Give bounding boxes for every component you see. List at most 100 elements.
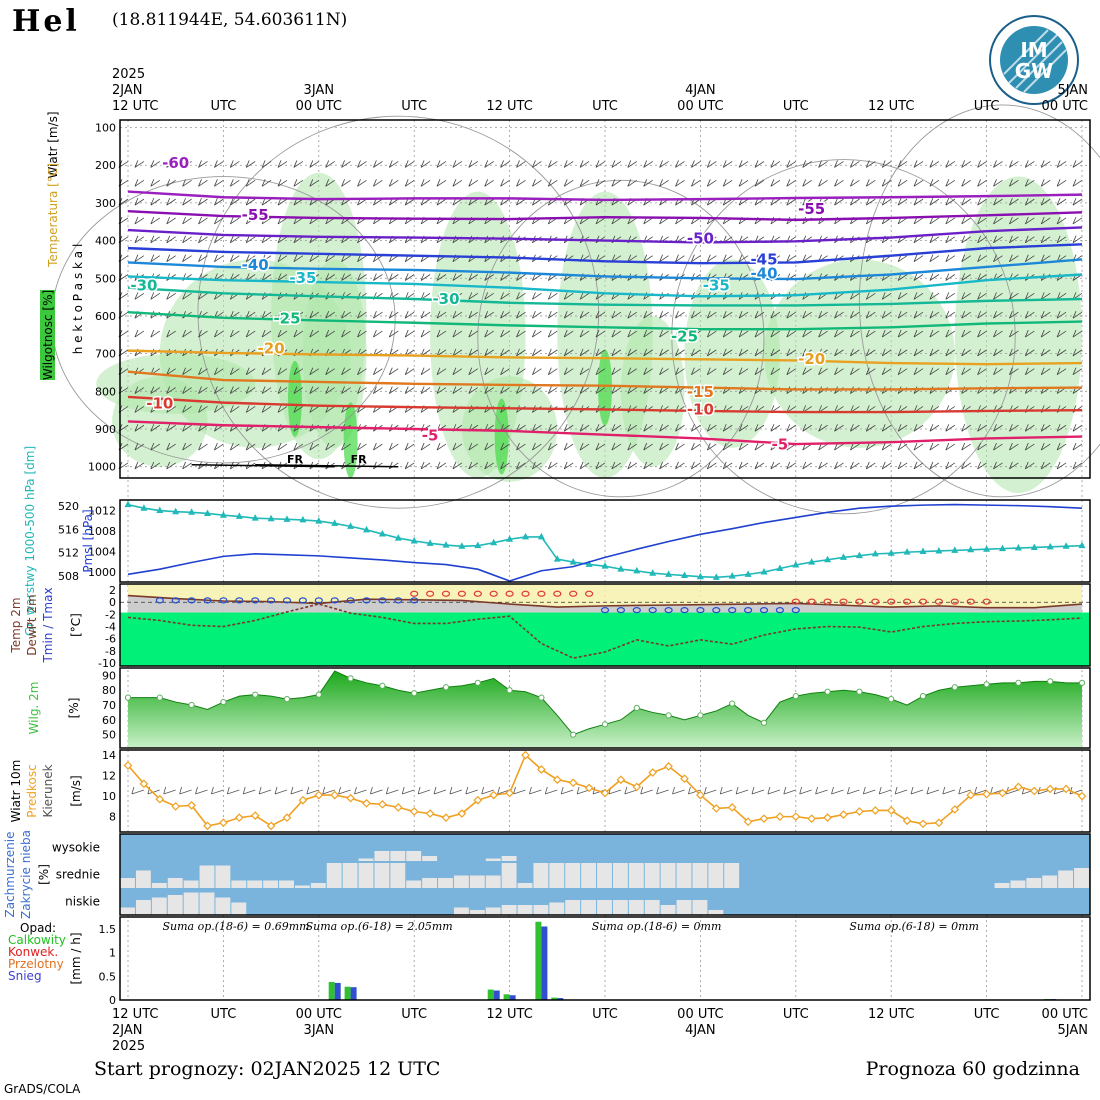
- wind-barb-flag: [881, 292, 886, 300]
- thickness-point: [347, 522, 355, 529]
- wind-barb: [818, 349, 828, 357]
- wind-barb-flag: [691, 179, 695, 187]
- wind-barb-flag: [913, 311, 918, 319]
- wind-barb-flag: [865, 329, 870, 338]
- wind-barb-flag: [738, 348, 743, 357]
- isotherm-label: -35: [703, 276, 730, 294]
- isotherm-line: [127, 370, 1083, 391]
- wind-barb-flag: [261, 254, 266, 262]
- wind-barb: [945, 368, 956, 376]
- wind-barb: [277, 217, 288, 225]
- precip-snow-bar: [334, 982, 341, 1000]
- wind10m-barb: [465, 789, 478, 795]
- thickness-point: [967, 545, 975, 553]
- wind-barb-flag: [547, 348, 552, 357]
- tmax-point: [569, 590, 578, 597]
- wind10m-barb-flag: [481, 786, 485, 795]
- wind-barb-flag: [309, 254, 314, 262]
- wind-barb-flag: [484, 311, 489, 319]
- wind-barb: [293, 406, 304, 413]
- wind-barb: [961, 161, 971, 168]
- cloud-bar: [135, 900, 151, 915]
- wind-barb: [166, 179, 176, 187]
- temperature-legend-label: DewPt 2m: [25, 594, 39, 656]
- pressure-tick-label: 800: [95, 385, 116, 398]
- wind-barb-flag: [547, 367, 552, 375]
- humidity-contour: [671, 159, 1016, 515]
- wind-barb-flag: [627, 461, 632, 470]
- wind10m-barb: [561, 789, 574, 795]
- wind-barb-flag: [865, 311, 870, 319]
- wind-barb-flag: [945, 292, 950, 300]
- wind-barb-flag: [627, 367, 632, 375]
- wind10m-barb-flag: [163, 786, 167, 795]
- cloud-bar: [438, 878, 453, 888]
- tmin-point: [648, 607, 657, 614]
- wind-barb: [659, 349, 669, 357]
- wind-barb: [627, 462, 638, 470]
- wind-barb-flag: [1009, 311, 1013, 319]
- wind10m-barb: [974, 789, 987, 795]
- wind-barb: [1072, 443, 1083, 451]
- wind-barb: [341, 387, 351, 394]
- thickness-point: [283, 515, 291, 522]
- wind-barb-flag: [850, 179, 854, 187]
- wind-speed-point: [441, 813, 451, 822]
- wind-barb-flag: [245, 442, 250, 451]
- wind-barb-flag: [770, 442, 775, 451]
- wind-barb-flag: [261, 235, 266, 243]
- wind-barb: [1072, 462, 1083, 470]
- wind-barb: [484, 443, 494, 451]
- wind-barb: [150, 406, 161, 413]
- cloud-bar: [708, 863, 724, 888]
- wind-barb: [850, 179, 860, 187]
- wind-barb-flag: [993, 461, 997, 470]
- tmin-point: [759, 607, 769, 614]
- wind-barb-flag: [150, 386, 155, 394]
- wind-barb: [357, 311, 367, 319]
- wind-barb-flag: [452, 292, 457, 300]
- wind-barb: [516, 443, 526, 451]
- wind-barb: [532, 161, 542, 168]
- wind-barb: [1040, 368, 1051, 376]
- wind-barb-flag: [404, 273, 409, 281]
- wind-barb: [850, 293, 860, 300]
- wind-barb: [1056, 198, 1067, 206]
- wind-barb-flag: [1040, 461, 1045, 470]
- wind-barb-flag: [150, 160, 155, 168]
- wind-barb: [389, 311, 399, 319]
- humidity-tick-label: 50: [102, 729, 116, 742]
- wind-barb-flag: [961, 160, 966, 168]
- thickness-point: [1046, 542, 1054, 550]
- thickness-point: [744, 570, 752, 577]
- wind-barb: [738, 424, 749, 432]
- wind-barb: [707, 349, 717, 357]
- humidity-point: [983, 681, 990, 688]
- wind-barb: [404, 198, 415, 206]
- wind-barb: [500, 443, 510, 451]
- wind-barb: [404, 387, 415, 394]
- wind-barb-flag: [579, 461, 584, 470]
- wind-barb-flag: [722, 254, 727, 262]
- wind-barb-flag: [1072, 442, 1077, 451]
- wind-barb-flag: [516, 179, 520, 187]
- tmin-point: [282, 597, 292, 604]
- wind-barb: [1056, 236, 1067, 244]
- wind-barb-flag: [500, 442, 504, 451]
- wind-barb: [214, 179, 224, 187]
- wind-barb-flag: [691, 329, 695, 338]
- wind-barb-flag: [388, 273, 393, 281]
- wind-barb: [214, 255, 224, 262]
- cloud-bar: [1026, 878, 1042, 888]
- wind-barb: [150, 255, 161, 262]
- wind-barb-flag: [834, 348, 838, 357]
- wind-barb-flag: [754, 348, 759, 357]
- wind-barb-flag: [770, 329, 775, 338]
- wind-barb-flag: [977, 311, 981, 319]
- wind-speed-point: [266, 821, 276, 831]
- wind-barb-flag: [595, 160, 600, 168]
- wind-barb: [309, 330, 320, 338]
- wind-barb-flag: [579, 179, 584, 187]
- wind10m-barb-flag: [529, 786, 532, 795]
- wind10m-barb: [656, 789, 669, 795]
